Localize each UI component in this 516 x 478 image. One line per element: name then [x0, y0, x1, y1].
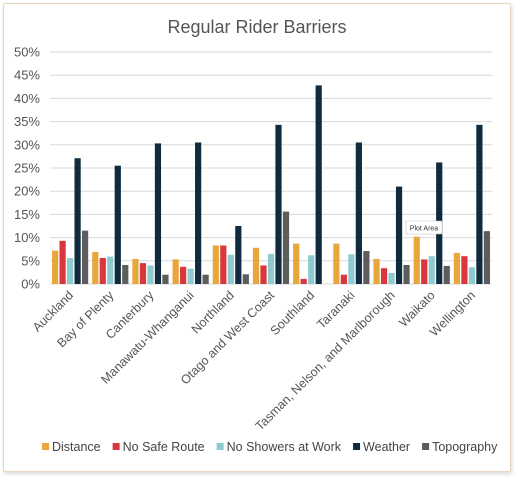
bar-distance[interactable] — [293, 243, 300, 284]
bar-distance[interactable] — [212, 245, 219, 284]
bar-topography[interactable] — [443, 265, 450, 284]
bar-weather[interactable] — [154, 143, 162, 284]
y-tick-label: 25% — [14, 161, 40, 176]
y-tick-label: 20% — [14, 184, 40, 199]
y-tick-label: 45% — [14, 68, 40, 83]
legend-label: Weather — [363, 440, 410, 454]
bar-topography[interactable] — [403, 264, 410, 284]
bar-distance[interactable] — [413, 236, 420, 284]
bar-distance[interactable] — [252, 247, 260, 284]
legend-swatch — [216, 443, 224, 450]
bar-weather[interactable] — [275, 124, 282, 285]
bar-topography[interactable] — [483, 231, 491, 284]
bar-distance[interactable] — [172, 259, 179, 284]
bar-weather[interactable] — [315, 85, 322, 285]
bar-no-showers-at-work[interactable] — [388, 272, 395, 284]
y-tick-label: 10% — [14, 230, 40, 245]
bars — [51, 85, 491, 285]
y-tick-label: 35% — [14, 114, 40, 129]
plot-area-tooltip: Plot Area — [405, 220, 443, 235]
bar-no-safe-route[interactable] — [340, 274, 347, 284]
legend-swatch — [42, 443, 49, 450]
bar-topography[interactable] — [202, 274, 209, 284]
bar-no-safe-route[interactable] — [220, 245, 227, 284]
bar-distance[interactable] — [453, 252, 461, 284]
legend: Distance No Safe Route No Showers at Work W… — [42, 440, 498, 454]
bar-no-showers-at-work[interactable] — [147, 265, 154, 284]
bar-weather[interactable] — [74, 158, 81, 284]
bar-no-showers-at-work[interactable] — [308, 255, 315, 284]
bar-no-safe-route[interactable] — [421, 259, 428, 284]
y-tick-label: 5% — [21, 253, 40, 268]
bar-no-safe-route[interactable] — [139, 263, 147, 284]
legend-label: Distance — [52, 440, 101, 454]
bar-weather[interactable] — [195, 142, 202, 284]
bar-topography[interactable] — [363, 251, 370, 284]
bar-no-showers-at-work[interactable] — [267, 253, 275, 284]
bar-weather[interactable] — [114, 165, 121, 284]
bar-distance[interactable] — [51, 250, 59, 284]
bar-no-safe-route[interactable] — [260, 265, 267, 284]
bar-topography[interactable] — [122, 264, 129, 284]
bar-distance[interactable] — [373, 258, 380, 284]
chart-title: Regular Rider Barriers — [167, 17, 346, 37]
tooltip-box — [405, 220, 443, 235]
legend-swatch — [422, 443, 430, 450]
bar-weather[interactable] — [395, 186, 403, 284]
bar-topography[interactable] — [81, 230, 89, 284]
tooltip-text: Plot Area — [410, 226, 439, 233]
bar-topography[interactable] — [162, 274, 169, 284]
bar-no-showers-at-work[interactable] — [348, 254, 355, 284]
bar-no-showers-at-work[interactable] — [107, 256, 114, 284]
bar-distance[interactable] — [333, 243, 340, 284]
y-tick-label: 0% — [21, 277, 40, 292]
legend-swatch — [112, 443, 120, 450]
bar-no-safe-route[interactable] — [99, 258, 106, 284]
bar-weather[interactable] — [476, 124, 483, 285]
bar-topography[interactable] — [282, 211, 290, 284]
bar-no-safe-route[interactable] — [300, 278, 307, 284]
y-tick-label: 50% — [14, 45, 40, 60]
legend-label: No Showers at Work — [227, 440, 342, 454]
legend-label: Topography — [432, 440, 498, 454]
bar-no-safe-route[interactable] — [380, 268, 388, 284]
y-tick-label: 40% — [14, 91, 40, 106]
bar-no-showers-at-work[interactable] — [468, 267, 476, 284]
y-tick-label: 30% — [14, 137, 40, 152]
bar-no-showers-at-work[interactable] — [227, 254, 234, 284]
bar-no-safe-route[interactable] — [180, 266, 187, 284]
bar-no-showers-at-work[interactable] — [66, 258, 74, 284]
bar-topography[interactable] — [242, 274, 249, 284]
bar-no-safe-route[interactable] — [59, 240, 66, 284]
x-tick-label: Southland — [268, 288, 318, 338]
bar-no-showers-at-work[interactable] — [187, 268, 194, 284]
bar-distance[interactable] — [132, 258, 139, 284]
bar-distance[interactable] — [92, 251, 99, 284]
bar-weather[interactable] — [235, 226, 242, 284]
bar-no-safe-route[interactable] — [461, 256, 468, 284]
y-axis: 0% 5% 10% 15% 20% 25% 30% 35% 40% 45% 50% — [14, 45, 40, 292]
legend-swatch — [353, 443, 361, 450]
bar-weather[interactable] — [355, 142, 362, 284]
y-tick-label: 15% — [14, 207, 40, 222]
bar-no-showers-at-work[interactable] — [428, 256, 435, 284]
legend-label: No Safe Route — [123, 440, 205, 454]
